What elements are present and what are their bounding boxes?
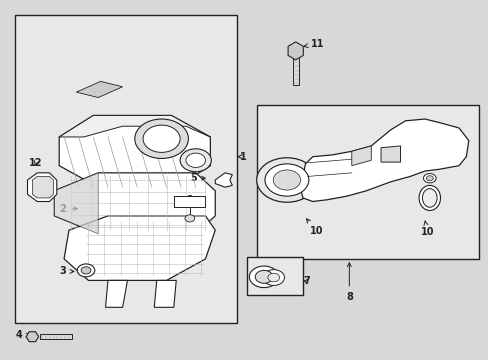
Text: 7: 7 xyxy=(303,276,310,286)
Polygon shape xyxy=(54,173,98,234)
Polygon shape xyxy=(32,176,53,198)
Text: 11: 11 xyxy=(304,39,324,49)
Text: 10: 10 xyxy=(420,221,433,237)
Circle shape xyxy=(77,264,95,277)
Polygon shape xyxy=(64,216,215,280)
Text: 1: 1 xyxy=(237,152,246,162)
Ellipse shape xyxy=(418,185,440,211)
Polygon shape xyxy=(380,146,400,162)
Circle shape xyxy=(423,174,435,183)
FancyBboxPatch shape xyxy=(173,196,205,207)
FancyBboxPatch shape xyxy=(246,257,303,295)
Circle shape xyxy=(256,158,317,202)
Circle shape xyxy=(263,270,284,285)
Circle shape xyxy=(180,149,211,172)
Text: 2: 2 xyxy=(60,204,77,214)
Text: 5: 5 xyxy=(189,173,205,183)
Circle shape xyxy=(426,176,432,181)
Text: 4: 4 xyxy=(16,330,30,340)
Text: 10: 10 xyxy=(306,219,323,236)
Circle shape xyxy=(264,164,308,196)
Polygon shape xyxy=(351,146,370,166)
Polygon shape xyxy=(26,332,39,342)
Circle shape xyxy=(185,153,205,167)
Circle shape xyxy=(273,170,300,190)
FancyBboxPatch shape xyxy=(15,15,237,323)
Polygon shape xyxy=(27,173,57,202)
Polygon shape xyxy=(59,116,210,187)
Text: 9: 9 xyxy=(426,198,435,208)
Polygon shape xyxy=(300,119,468,202)
Circle shape xyxy=(135,119,188,158)
Circle shape xyxy=(249,266,278,288)
FancyBboxPatch shape xyxy=(292,53,298,85)
Polygon shape xyxy=(287,42,303,60)
Polygon shape xyxy=(154,280,176,307)
Text: 6: 6 xyxy=(184,195,199,205)
FancyBboxPatch shape xyxy=(40,334,72,339)
Circle shape xyxy=(143,125,180,152)
FancyBboxPatch shape xyxy=(256,105,478,259)
Polygon shape xyxy=(215,173,232,187)
Circle shape xyxy=(81,267,91,274)
Circle shape xyxy=(255,270,272,283)
Polygon shape xyxy=(105,280,127,307)
Text: 3: 3 xyxy=(60,266,74,276)
Text: 8: 8 xyxy=(345,263,352,302)
Polygon shape xyxy=(76,81,122,98)
Polygon shape xyxy=(59,116,210,137)
Circle shape xyxy=(184,215,194,222)
Polygon shape xyxy=(54,173,215,234)
Circle shape xyxy=(267,273,279,282)
Text: 12: 12 xyxy=(29,158,42,168)
Ellipse shape xyxy=(422,189,436,207)
